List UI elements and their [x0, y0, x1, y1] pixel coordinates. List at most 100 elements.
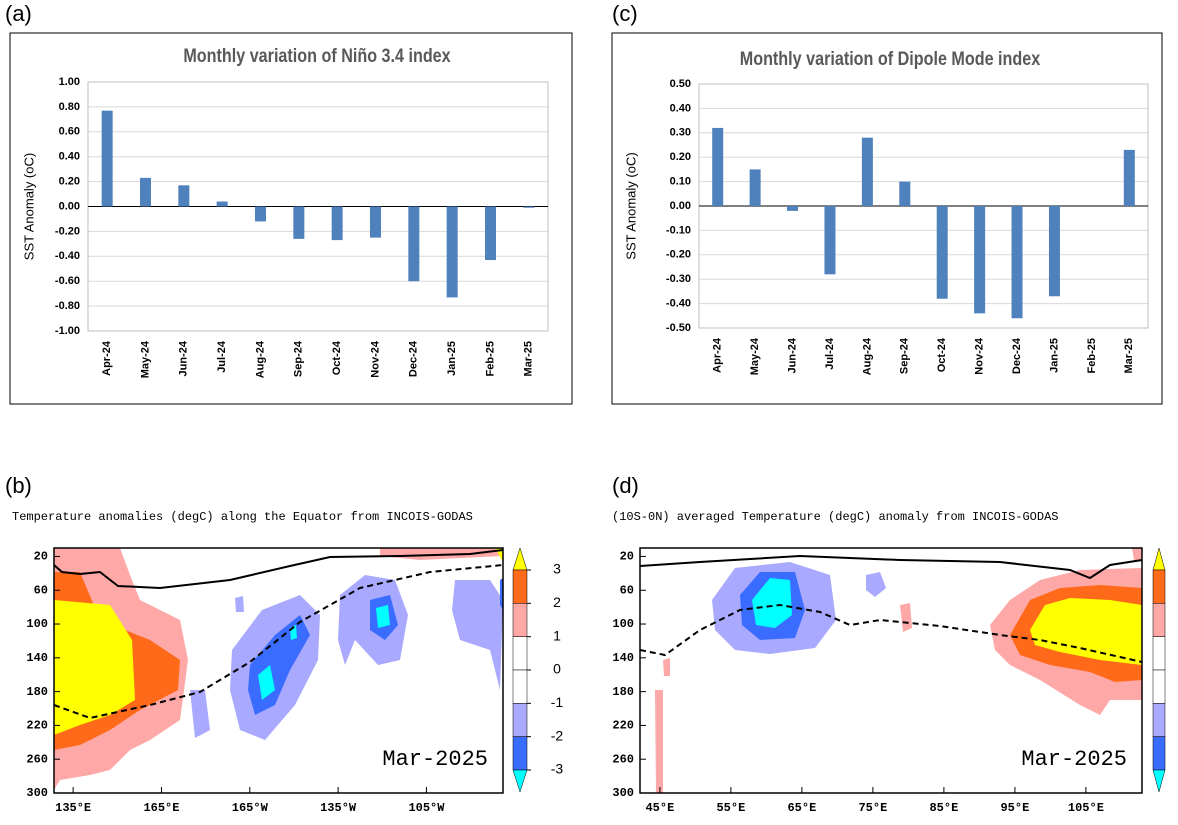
colorbar-end: [1152, 547, 1166, 571]
x-tick-label: Mar-25: [1123, 338, 1135, 373]
y-tick-label: -0.20: [666, 249, 691, 261]
y-tick-label: 260: [26, 752, 48, 766]
colorbar-segment: [1152, 603, 1166, 637]
x-tick-label: 65°E: [787, 801, 816, 815]
x-tick-label: Oct-24: [331, 340, 343, 375]
y-tick-label: -0.60: [55, 275, 80, 287]
x-tick-label: Jan-25: [1048, 338, 1060, 373]
annotation: Mar-2025: [1021, 747, 1127, 772]
x-tick-label: 45°E: [645, 801, 674, 815]
y-tick-label: 260: [612, 752, 634, 766]
bar: [331, 206, 343, 241]
bar: [370, 206, 381, 238]
y-tick-label: -0.40: [55, 250, 80, 262]
x-tick-label: Aug-24: [254, 340, 266, 378]
colorbar-end: [512, 547, 528, 571]
y-tick-label: 1.00: [59, 76, 80, 88]
x-tick-label: Jan-25: [446, 341, 458, 376]
x-tick-label: Jul-24: [824, 337, 836, 370]
colorbar-label: -1: [551, 694, 564, 710]
colorbar-label: 0: [553, 661, 561, 677]
bar: [899, 181, 911, 206]
y-tick-label: 0.00: [670, 200, 691, 212]
panel-label: (c): [612, 1, 638, 26]
x-tick-label: May-24: [139, 340, 151, 378]
panel-label: (d): [612, 473, 639, 498]
colorbar-segment: [512, 703, 528, 737]
colorbar-segment: [512, 569, 528, 604]
y-tick-label: 220: [26, 719, 48, 733]
panel-label: (b): [5, 473, 32, 498]
x-tick-label: Apr-24: [712, 337, 724, 373]
colorbar-label: -2: [551, 727, 564, 743]
y-tick-label: 140: [612, 651, 634, 665]
x-tick-label: Apr-24: [101, 340, 113, 376]
colorbar-label: 3: [553, 561, 561, 577]
x-tick-label: Jul-24: [216, 340, 228, 373]
y-tick-label: -0.30: [666, 273, 691, 285]
x-tick-label: 135°E: [55, 801, 91, 815]
colorbar-label: -3: [551, 761, 564, 777]
bar: [1048, 206, 1060, 297]
bar: [216, 201, 228, 207]
colorbar-segment: [1152, 703, 1166, 737]
chart-title: Monthly variation of Dipole Mode index: [740, 48, 1041, 70]
y-tick-label: 0.50: [670, 78, 691, 90]
bar: [101, 110, 113, 207]
y-tick-label: 300: [612, 786, 634, 800]
bar: [787, 206, 799, 211]
x-tick-label: Sep-24: [293, 340, 305, 377]
y-axis-label: SST Anomaly (oC): [623, 152, 638, 259]
y-tick-label: 180: [612, 685, 634, 699]
x-tick-label: Mar-25: [523, 341, 535, 376]
y-tick-label: 60: [620, 583, 634, 597]
colorbar-end: [1152, 769, 1166, 793]
x-tick-label: 165°W: [232, 801, 269, 815]
colorbar-label: 2: [553, 594, 561, 610]
bar: [974, 206, 986, 314]
x-tick-label: Nov-24: [369, 340, 381, 378]
y-tick-label: 0.80: [59, 101, 80, 113]
bar: [408, 206, 420, 282]
bar: [293, 206, 305, 239]
colorbar-segment: [512, 603, 528, 637]
y-tick-label: 300: [26, 786, 48, 800]
y-tick-label: 20: [34, 550, 48, 564]
bar: [140, 177, 151, 207]
y-tick-label: 220: [612, 719, 634, 733]
x-tick-label: 55°E: [716, 801, 745, 815]
x-tick-label: 75°E: [858, 801, 887, 815]
colorbar-segment: [512, 669, 528, 704]
y-tick-label: 0.20: [59, 176, 80, 188]
bar: [1011, 206, 1023, 319]
y-tick-label: 0.20: [670, 151, 691, 163]
bar: [824, 206, 836, 275]
x-tick-label: Oct-24: [936, 337, 948, 372]
colorbar-segment: [1152, 736, 1166, 771]
y-tick-label: 0.40: [670, 102, 691, 114]
chart-title: (10S-0N) averaged Temperature (degC) ano…: [612, 510, 1058, 524]
x-tick-label: 135°W: [320, 801, 357, 815]
colorbar-segment: [512, 736, 528, 771]
x-tick-label: Sep-24: [899, 337, 911, 374]
bar: [749, 169, 761, 206]
colorbar-segment: [1152, 636, 1166, 671]
x-tick-label: Jun-24: [178, 340, 190, 376]
x-tick-label: Nov-24: [974, 337, 986, 375]
bar: [523, 206, 535, 208]
plot-border: [53, 547, 504, 794]
y-tick-label: -0.20: [55, 225, 80, 237]
y-tick-label: 0.60: [59, 126, 80, 138]
y-tick-label: 0.00: [59, 200, 80, 212]
bar: [712, 127, 724, 206]
colorbar-segment: [512, 636, 528, 671]
x-tick-label: 165°E: [143, 801, 179, 815]
y-tick-label: -0.80: [55, 300, 80, 312]
chart-title: Temperature anomalies (degC) along the E…: [12, 510, 473, 524]
chart-title: Monthly variation of Niño 3.4 index: [183, 45, 450, 67]
annotation: Mar-2025: [382, 747, 488, 772]
bar: [936, 206, 948, 299]
bar: [255, 206, 266, 222]
bar: [1123, 149, 1135, 206]
